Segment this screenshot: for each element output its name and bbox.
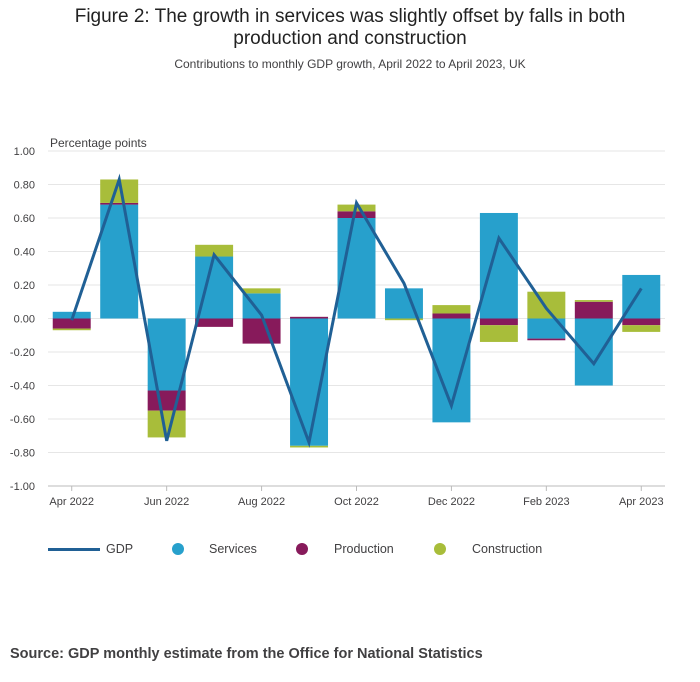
bar-services-2[interactable] — [147, 318, 186, 391]
bar-production-0[interactable] — [52, 318, 91, 329]
x-tick-label: Oct 2022 — [334, 496, 379, 508]
y-axis-label: Percentage points — [50, 136, 147, 150]
services-dot-icon — [172, 543, 184, 555]
bar-services-9[interactable] — [479, 212, 518, 319]
y-tick-label: -1.00 — [10, 481, 35, 493]
x-tick-labels: Apr 2022 Jun 2022 Aug 2022 Oct 2022 Dec 2022… — [49, 486, 664, 508]
bar-construction-7[interactable] — [384, 318, 423, 321]
y-tick-label: 0.60 — [14, 213, 35, 225]
x-tick-label: Aug 2022 — [238, 496, 285, 508]
legend-label-gdp: GDP — [106, 542, 134, 556]
y-tick-label: 0.80 — [14, 180, 35, 192]
y-tick-label: 0.20 — [14, 280, 35, 292]
x-tick-label: Jun 2022 — [144, 496, 189, 508]
bar-construction-12[interactable] — [622, 325, 661, 332]
y-tick-label: 1.00 — [14, 146, 35, 158]
chart-title-line-2: production and construction — [233, 28, 467, 49]
chart-title: Figure 2: The growth in services was sli… — [0, 6, 700, 50]
bar-services-0[interactable] — [52, 311, 91, 319]
y-tick-label: -0.40 — [10, 381, 35, 393]
bar-construction-11[interactable] — [574, 300, 613, 302]
bar-production-12[interactable] — [622, 318, 661, 326]
production-dot-icon — [296, 543, 308, 555]
bar-construction-0[interactable] — [52, 328, 91, 331]
bar-construction-9[interactable] — [479, 325, 518, 342]
legend-label-production: Production — [334, 542, 394, 556]
bar-production-11[interactable] — [574, 301, 613, 319]
contributions-chart: Percentage points 1.00 0.80 0.60 0.40 0.20 0.… — [10, 136, 665, 508]
bar-construction-8[interactable] — [432, 305, 471, 314]
x-tick-label: Apr 2022 — [49, 496, 94, 508]
gdp-line-layer — [70, 173, 643, 448]
bar-construction-10[interactable] — [527, 291, 566, 319]
bar-production-10[interactable] — [527, 338, 566, 341]
bar-construction-3[interactable] — [195, 244, 234, 257]
y-tick-label: -0.80 — [10, 448, 35, 460]
bar-production-3[interactable] — [195, 318, 234, 327]
y-tick-label: 0.40 — [14, 247, 35, 259]
bar-production-5[interactable] — [290, 316, 329, 319]
x-tick-label: Dec 2022 — [428, 496, 475, 508]
y-tick-label: 0.00 — [14, 314, 35, 326]
gdp-line-swatch-icon — [48, 548, 100, 551]
source-note: Source: GDP monthly estimate from the Of… — [10, 646, 483, 662]
bar-services-10[interactable] — [527, 318, 566, 339]
bar-construction-1[interactable] — [100, 179, 139, 203]
bar-services-1[interactable] — [100, 204, 139, 319]
chart-title-line-1: Figure 2: The growth in services was sli… — [74, 6, 626, 27]
bar-production-1[interactable] — [100, 202, 139, 205]
y-tick-label: -0.20 — [10, 347, 35, 359]
bar-production-8[interactable] — [432, 313, 471, 319]
bar-production-9[interactable] — [479, 318, 518, 326]
bar-production-4[interactable] — [242, 318, 281, 344]
x-tick-label: Feb 2023 — [523, 496, 569, 508]
gdp-line[interactable] — [70, 173, 643, 448]
bar-construction-4[interactable] — [242, 288, 281, 294]
x-tick-label: Apr 2023 — [619, 496, 664, 508]
y-tick-label: -0.60 — [10, 414, 35, 426]
y-tick-labels: 1.00 0.80 0.60 0.40 0.20 0.00 -0.20 -0.40 -0.60 -… — [10, 146, 35, 493]
bar-production-6[interactable] — [337, 211, 376, 218]
legend-label-construction: Construction — [472, 542, 543, 556]
construction-dot-icon — [434, 543, 446, 555]
legend-label-services: Services — [209, 542, 257, 556]
bar-services-11[interactable] — [574, 318, 613, 386]
chart-subtitle: Contributions to monthly GDP growth, Apr… — [174, 57, 526, 71]
